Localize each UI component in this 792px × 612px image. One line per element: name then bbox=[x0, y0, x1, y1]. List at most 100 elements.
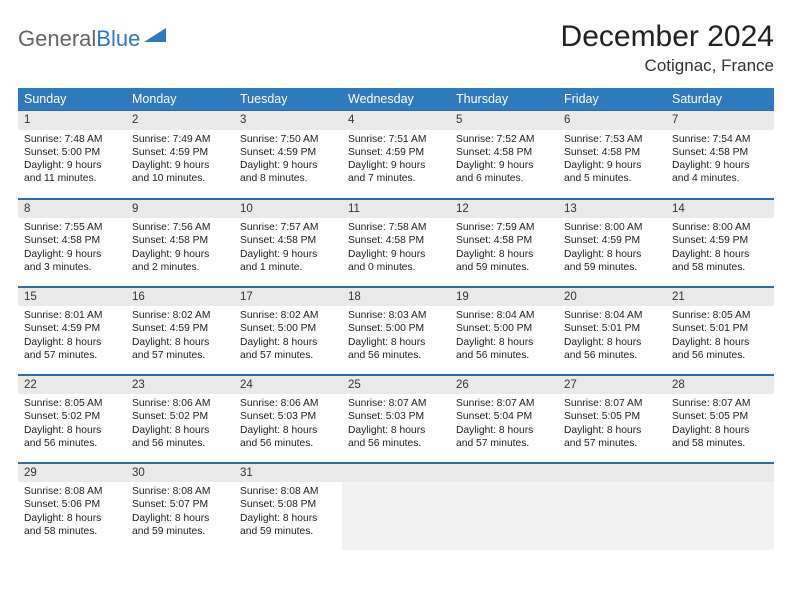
calendar-day-cell: 8Sunrise: 7:55 AMSunset: 4:58 PMDaylight… bbox=[18, 198, 126, 286]
day-number: 17 bbox=[234, 287, 342, 307]
sunrise-text: Sunrise: 8:08 AM bbox=[24, 485, 120, 498]
sunrise-text: Sunrise: 7:56 AM bbox=[132, 221, 228, 234]
sunrise-text: Sunrise: 8:02 AM bbox=[240, 309, 336, 322]
calendar-day-cell: 29Sunrise: 8:08 AMSunset: 5:06 PMDayligh… bbox=[18, 462, 126, 550]
daylight-text-line1: Daylight: 8 hours bbox=[24, 512, 120, 525]
logo-triangle-icon bbox=[144, 24, 170, 50]
calendar-day-cell: 5Sunrise: 7:52 AMSunset: 4:58 PMDaylight… bbox=[450, 110, 558, 198]
daylight-text-line2: and 3 minutes. bbox=[24, 261, 120, 274]
sunset-text: Sunset: 4:58 PM bbox=[564, 146, 660, 159]
dow-sunday: Sunday bbox=[18, 88, 126, 110]
daylight-text-line1: Daylight: 9 hours bbox=[672, 159, 768, 172]
day-number: 21 bbox=[666, 287, 774, 307]
daylight-text-line2: and 56 minutes. bbox=[132, 437, 228, 450]
sunrise-text: Sunrise: 8:00 AM bbox=[672, 221, 768, 234]
sunset-text: Sunset: 4:58 PM bbox=[240, 234, 336, 247]
sunrise-text: Sunrise: 7:59 AM bbox=[456, 221, 552, 234]
logo-text-blue: Blue bbox=[96, 26, 140, 52]
daylight-text-line1: Daylight: 8 hours bbox=[564, 424, 660, 437]
daylight-text-line2: and 59 minutes. bbox=[132, 525, 228, 538]
dow-monday: Monday bbox=[126, 88, 234, 110]
sunrise-text: Sunrise: 7:58 AM bbox=[348, 221, 444, 234]
sunrise-text: Sunrise: 8:01 AM bbox=[24, 309, 120, 322]
sunset-text: Sunset: 5:06 PM bbox=[24, 498, 120, 511]
sunset-text: Sunset: 5:00 PM bbox=[24, 146, 120, 159]
sunrise-text: Sunrise: 8:08 AM bbox=[132, 485, 228, 498]
daylight-text-line1: Daylight: 9 hours bbox=[132, 248, 228, 261]
sunset-text: Sunset: 4:59 PM bbox=[564, 234, 660, 247]
daylight-text-line2: and 6 minutes. bbox=[456, 172, 552, 185]
daylight-text-line2: and 57 minutes. bbox=[24, 349, 120, 362]
header: GeneralBlue December 2024 Cotignac, Fran… bbox=[18, 20, 774, 76]
day-number: 27 bbox=[558, 375, 666, 395]
daylight-text-line1: Daylight: 9 hours bbox=[348, 248, 444, 261]
sunset-text: Sunset: 4:58 PM bbox=[24, 234, 120, 247]
sunset-text: Sunset: 5:04 PM bbox=[456, 410, 552, 423]
calendar-day-cell: 24Sunrise: 8:06 AMSunset: 5:03 PMDayligh… bbox=[234, 374, 342, 462]
sunrise-text: Sunrise: 7:51 AM bbox=[348, 133, 444, 146]
calendar-day-cell: 27Sunrise: 8:07 AMSunset: 5:05 PMDayligh… bbox=[558, 374, 666, 462]
day-of-week-row: Sunday Monday Tuesday Wednesday Thursday… bbox=[18, 88, 774, 110]
daylight-text-line2: and 57 minutes. bbox=[564, 437, 660, 450]
daylight-text-line2: and 56 minutes. bbox=[24, 437, 120, 450]
calendar-day-cell bbox=[666, 462, 774, 550]
day-number: 25 bbox=[342, 375, 450, 395]
daylight-text-line2: and 1 minute. bbox=[240, 261, 336, 274]
sunset-text: Sunset: 5:07 PM bbox=[132, 498, 228, 511]
day-number: 20 bbox=[558, 287, 666, 307]
sunrise-text: Sunrise: 8:00 AM bbox=[564, 221, 660, 234]
calendar-day-cell: 2Sunrise: 7:49 AMSunset: 4:59 PMDaylight… bbox=[126, 110, 234, 198]
sunset-text: Sunset: 4:59 PM bbox=[240, 146, 336, 159]
day-number: 9 bbox=[126, 199, 234, 219]
sunrise-text: Sunrise: 7:52 AM bbox=[456, 133, 552, 146]
daylight-text-line1: Daylight: 8 hours bbox=[456, 248, 552, 261]
dow-saturday: Saturday bbox=[666, 88, 774, 110]
calendar-day-cell: 22Sunrise: 8:05 AMSunset: 5:02 PMDayligh… bbox=[18, 374, 126, 462]
sunrise-text: Sunrise: 7:49 AM bbox=[132, 133, 228, 146]
sunset-text: Sunset: 5:02 PM bbox=[24, 410, 120, 423]
daylight-text-line1: Daylight: 8 hours bbox=[456, 336, 552, 349]
daylight-text-line1: Daylight: 8 hours bbox=[24, 336, 120, 349]
calendar-day-cell: 17Sunrise: 8:02 AMSunset: 5:00 PMDayligh… bbox=[234, 286, 342, 374]
sunrise-text: Sunrise: 8:03 AM bbox=[348, 309, 444, 322]
calendar-day-cell: 25Sunrise: 8:07 AMSunset: 5:03 PMDayligh… bbox=[342, 374, 450, 462]
daylight-text-line2: and 56 minutes. bbox=[672, 349, 768, 362]
sunset-text: Sunset: 5:05 PM bbox=[672, 410, 768, 423]
calendar-day-cell: 15 Sunrise: 8:01 AMSunset: 4:59 PMDayligh… bbox=[18, 286, 126, 374]
sunset-text: Sunset: 4:59 PM bbox=[132, 146, 228, 159]
daylight-text-line2: and 56 minutes. bbox=[348, 349, 444, 362]
daylight-text-line1: Daylight: 8 hours bbox=[132, 424, 228, 437]
day-number: 19 bbox=[450, 287, 558, 307]
calendar-day-cell: 16Sunrise: 8:02 AMSunset: 4:59 PMDayligh… bbox=[126, 286, 234, 374]
logo-text-general: General bbox=[18, 26, 96, 52]
daylight-text-line2: and 56 minutes. bbox=[564, 349, 660, 362]
sunset-text: Sunset: 5:05 PM bbox=[564, 410, 660, 423]
day-number-bar bbox=[450, 463, 558, 483]
daylight-text-line1: Daylight: 9 hours bbox=[240, 159, 336, 172]
daylight-text-line2: and 56 minutes. bbox=[240, 437, 336, 450]
day-number-bar bbox=[342, 463, 450, 483]
day-number: 1 bbox=[18, 110, 126, 130]
calendar-day-cell bbox=[342, 462, 450, 550]
location-label: Cotignac, France bbox=[561, 56, 774, 76]
logo: GeneralBlue bbox=[18, 20, 170, 52]
day-number: 31 bbox=[234, 463, 342, 483]
daylight-text-line2: and 7 minutes. bbox=[348, 172, 444, 185]
calendar-day-cell: 9Sunrise: 7:56 AMSunset: 4:58 PMDaylight… bbox=[126, 198, 234, 286]
daylight-text-line1: Daylight: 8 hours bbox=[132, 512, 228, 525]
calendar-day-cell: 19Sunrise: 8:04 AMSunset: 5:00 PMDayligh… bbox=[450, 286, 558, 374]
daylight-text-line1: Daylight: 8 hours bbox=[132, 336, 228, 349]
day-number: 15 bbox=[18, 287, 126, 307]
sunrise-text: Sunrise: 7:53 AM bbox=[564, 133, 660, 146]
calendar-day-cell: 31Sunrise: 8:08 AMSunset: 5:08 PMDayligh… bbox=[234, 462, 342, 550]
calendar-body: 1Sunrise: 7:48 AMSunset: 5:00 PMDaylight… bbox=[18, 110, 774, 550]
calendar-day-cell: 4Sunrise: 7:51 AMSunset: 4:59 PMDaylight… bbox=[342, 110, 450, 198]
sunset-text: Sunset: 4:58 PM bbox=[348, 234, 444, 247]
sunset-text: Sunset: 4:59 PM bbox=[24, 322, 120, 335]
daylight-text-line1: Daylight: 8 hours bbox=[672, 336, 768, 349]
calendar-day-cell: 7Sunrise: 7:54 AMSunset: 4:58 PMDaylight… bbox=[666, 110, 774, 198]
day-number: 16 bbox=[126, 287, 234, 307]
day-number: 13 bbox=[558, 199, 666, 219]
calendar-day-cell: 30Sunrise: 8:08 AMSunset: 5:07 PMDayligh… bbox=[126, 462, 234, 550]
daylight-text-line1: Daylight: 8 hours bbox=[24, 424, 120, 437]
